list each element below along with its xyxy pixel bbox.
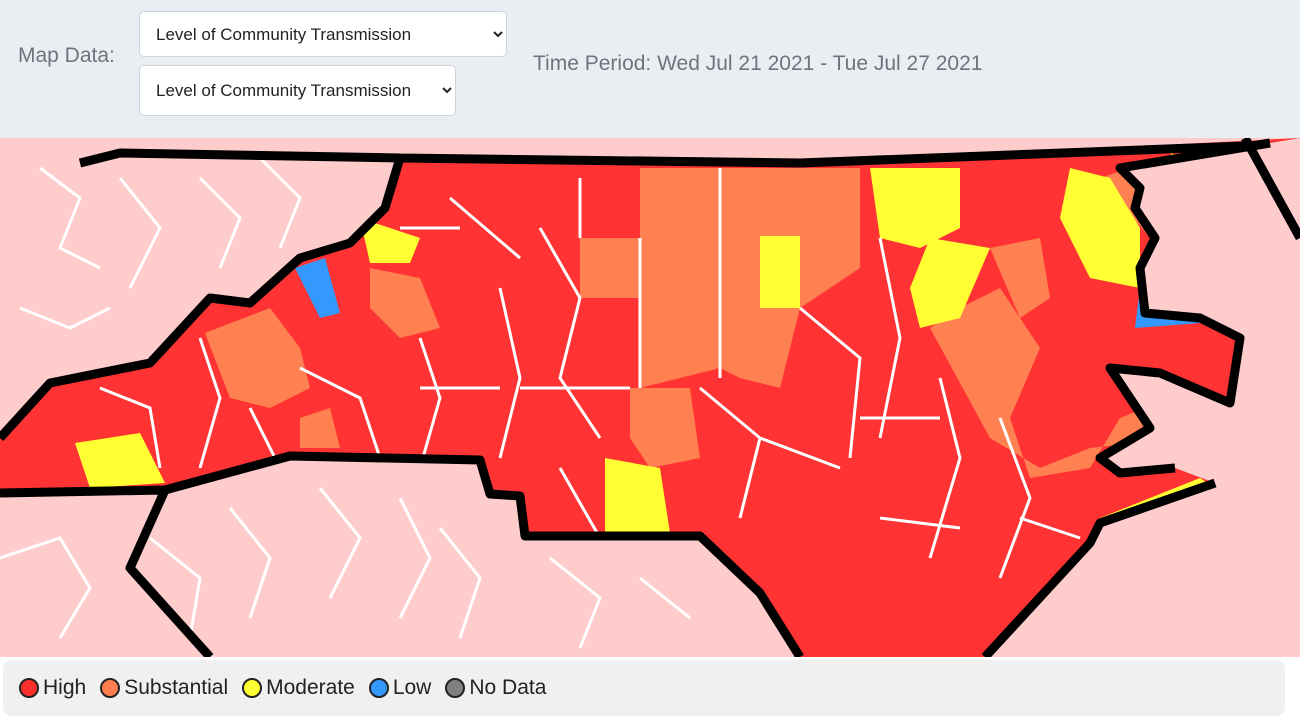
legend-swatch: [242, 678, 263, 698]
legend-item: Low: [368, 676, 432, 700]
legend: High Substantial Moderate Low No Data: [3, 660, 1285, 716]
county-region: [205, 308, 310, 408]
county-region: [370, 268, 440, 338]
map-data-label: Map Data:: [18, 44, 115, 67]
county-region: [870, 168, 960, 248]
legend-label: No Data: [469, 676, 547, 699]
county-region: [300, 408, 340, 448]
state-border: [0, 138, 1300, 657]
legend-label: Low: [392, 676, 432, 699]
county-region: [605, 458, 670, 533]
legend-item: Substantial: [100, 676, 228, 700]
county-lines: [99, 168, 1081, 579]
county-region: [1060, 168, 1140, 288]
county-lines-outside: [0, 156, 691, 649]
legend-label: Substantial: [124, 676, 229, 699]
legend-label: Moderate: [266, 676, 355, 699]
county-region: [75, 433, 165, 488]
toolbar: Map Data: Level of Community Transmissio…: [0, 0, 1300, 138]
legend-item: No Data: [445, 676, 546, 700]
county-region: [930, 288, 1180, 478]
county-region: [910, 238, 990, 328]
legend-item: High: [19, 676, 86, 700]
county-region: [760, 236, 800, 308]
map-data-select[interactable]: Level of Community Transmission: [139, 65, 456, 116]
legend-label: High: [43, 676, 87, 699]
county-region: [360, 218, 420, 263]
map[interactable]: [0, 138, 1300, 657]
county-region: [990, 238, 1050, 318]
legend-item: Moderate: [242, 676, 355, 700]
legend-swatch: [19, 678, 39, 698]
legend-swatch: [368, 678, 389, 698]
legend-swatch: [445, 678, 466, 698]
map-data-select[interactable]: Level of Community Transmission: [139, 11, 507, 57]
legend-swatch: [100, 678, 121, 698]
time-period: Time Period: Wed Jul 21 2021 - Tue Jul 2…: [533, 52, 983, 75]
county-region: [630, 388, 700, 468]
county-region: [295, 258, 340, 318]
